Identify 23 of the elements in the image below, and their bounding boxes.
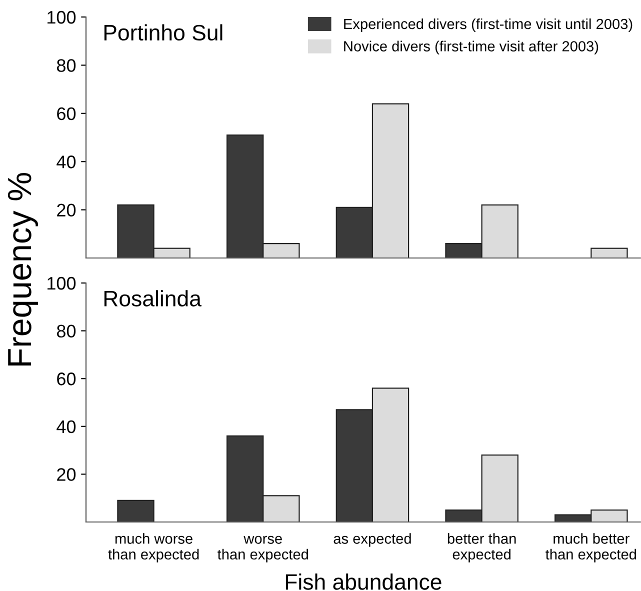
chart-title: Portinho Sul (104, 24, 222, 41)
y-tick-label: 100 (48, 10, 76, 24)
x-tick-label: as expected (334, 533, 411, 547)
x-axis-title: Fish abundance (286, 574, 442, 590)
y-axis-title: Frequency % (8, 172, 38, 366)
y-tick-label: 40 (56, 156, 76, 168)
x-tick-label: worse than expected (218, 536, 308, 562)
bar (590, 248, 628, 258)
y-tick-label: 20 (57, 468, 76, 481)
y-tick-label: 20 (57, 204, 76, 217)
legend-label: Experienced divers (first-time visit until 2003) (344, 18, 632, 32)
chart-title: Rosalinda (104, 290, 202, 306)
x-tick-label: better than expected (448, 533, 516, 562)
bar (117, 500, 154, 522)
y-tick-label: 100 (48, 276, 76, 290)
y-tick-label: 80 (56, 324, 76, 338)
y-tick-label: 60 (57, 372, 76, 386)
y-tick-label: 60 (57, 107, 76, 120)
x-tick-label: much worse than expected (108, 533, 199, 562)
y-tick-label: 40 (56, 420, 76, 434)
x-tick-label: much better than expected (546, 533, 636, 562)
legend-label: Novice divers (first-time visit after 2003) (344, 40, 598, 54)
y-tick-label: 80 (56, 59, 76, 72)
